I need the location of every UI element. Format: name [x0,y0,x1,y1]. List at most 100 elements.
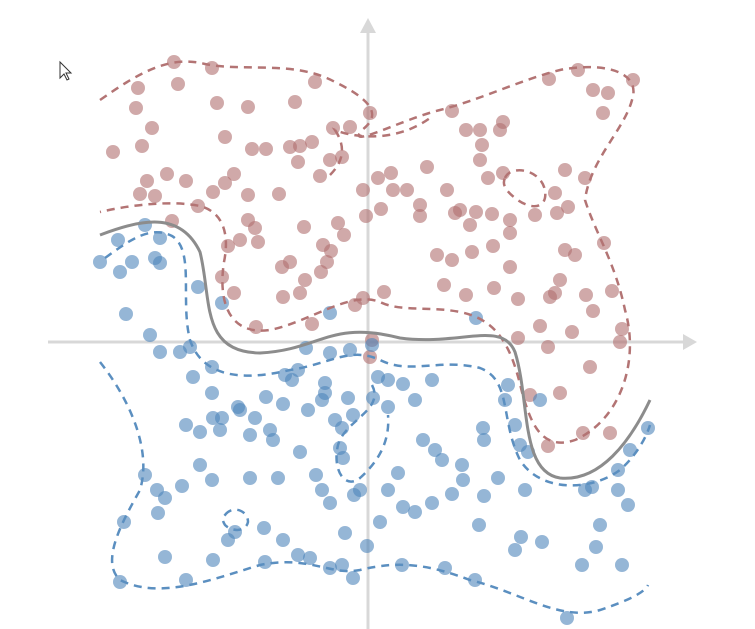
point [428,443,442,457]
point [228,525,242,539]
point [205,61,219,75]
point [257,521,271,535]
point [597,236,611,250]
point [437,278,451,292]
point [318,386,332,400]
point [533,393,547,407]
cursor [59,60,73,81]
point [463,218,477,232]
point [298,273,312,287]
point [503,226,517,240]
point [324,244,338,258]
point [158,550,172,564]
point [293,445,307,459]
point [416,433,430,447]
point [210,96,224,110]
point [465,245,479,259]
point [276,397,290,411]
blue-inner [335,384,390,483]
red-inner [329,116,431,176]
point [476,421,490,435]
point [205,386,219,400]
point [413,198,427,212]
point [227,286,241,300]
point [533,319,547,333]
point [589,540,603,554]
point [167,55,181,69]
decision-boundary [99,220,652,480]
point [391,466,405,480]
point [596,106,610,120]
point [346,408,360,422]
point [275,260,289,274]
point [276,533,290,547]
point [420,160,434,174]
point [565,325,579,339]
point [475,138,489,152]
point [586,304,600,318]
point [335,421,349,435]
blue-contour-upper [104,231,652,487]
point [575,558,589,572]
point [613,335,627,349]
point [621,498,635,512]
point [179,418,193,432]
point [561,200,575,214]
point [218,176,232,190]
point [430,248,444,262]
point [213,423,227,437]
point [243,471,257,485]
point [193,425,207,439]
point [113,575,127,589]
point [473,153,487,167]
point [259,390,273,404]
point [542,72,556,86]
point [125,255,139,269]
point [626,73,640,87]
point [331,216,345,230]
point [477,433,491,447]
point [206,185,220,199]
point [356,183,370,197]
point [496,115,510,129]
red-loop [502,169,547,208]
point [435,453,449,467]
point [605,284,619,298]
point [297,220,311,234]
contours [99,60,652,615]
point [148,189,162,203]
point [615,322,629,336]
point [119,307,133,321]
point [360,539,374,553]
point [481,171,495,185]
point [487,281,501,295]
point [583,360,597,374]
point [138,218,152,232]
point [308,75,322,89]
point [313,169,327,183]
point [603,426,617,440]
point [535,535,549,549]
point [366,391,380,405]
point [601,86,615,100]
point [179,174,193,188]
point [135,139,149,153]
point [445,487,459,501]
point [365,338,379,352]
point [548,186,562,200]
point [486,239,500,253]
point [113,265,127,279]
point [558,243,572,257]
point [243,428,257,442]
point [138,468,152,482]
point [131,81,145,95]
point [384,166,398,180]
point [335,558,349,572]
point [171,77,185,91]
point [291,548,305,562]
point [541,340,555,354]
point [440,183,454,197]
point [472,518,486,532]
point [215,411,229,425]
point [445,253,459,267]
